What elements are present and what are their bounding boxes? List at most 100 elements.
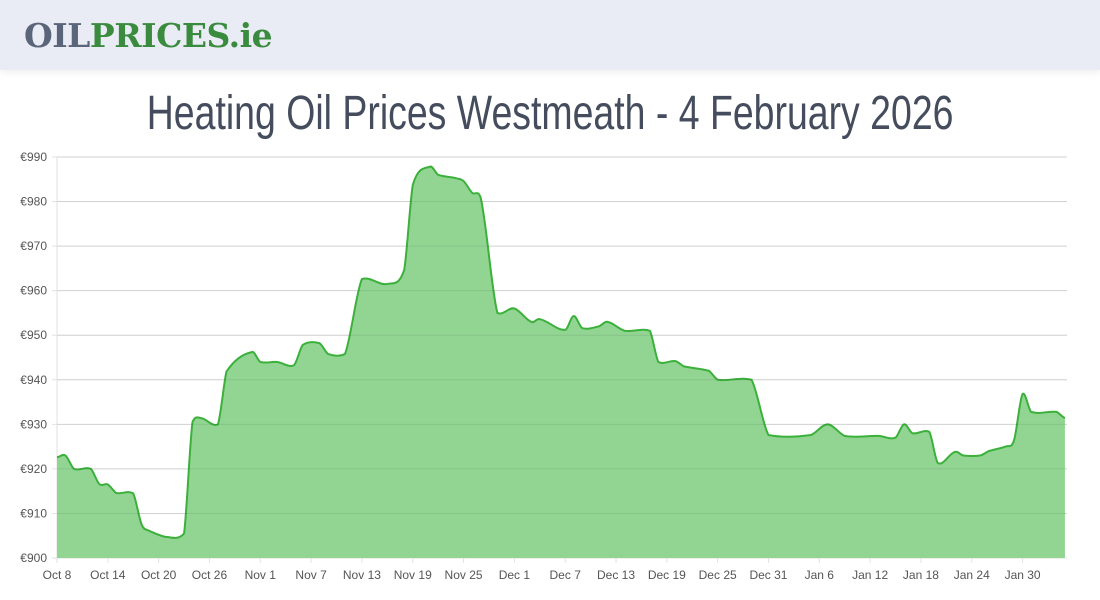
data-point[interactable] <box>95 480 103 488</box>
site-header: OILPRICES.ie <box>0 0 1100 70</box>
data-point[interactable] <box>248 348 256 356</box>
data-point[interactable] <box>197 414 205 422</box>
data-point[interactable] <box>61 452 69 460</box>
data-point[interactable] <box>358 275 366 283</box>
data-point[interactable] <box>510 304 518 312</box>
data-point[interactable] <box>426 163 434 171</box>
data-point[interactable] <box>290 361 298 369</box>
data-point[interactable] <box>104 480 112 488</box>
data-point[interactable] <box>714 376 722 384</box>
y-tick-label: €960 <box>20 284 47 298</box>
y-axis-ticks: €900 €910 €920 €930 €940 €950 €960 €970 €980 €990 <box>20 150 47 565</box>
data-point[interactable] <box>1002 443 1010 451</box>
data-point[interactable] <box>180 529 188 537</box>
data-point[interactable] <box>748 376 756 384</box>
data-point[interactable] <box>214 420 222 428</box>
data-point[interactable] <box>222 368 230 376</box>
price-area <box>57 166 1065 558</box>
x-tick-label: Oct 26 <box>192 568 228 582</box>
x-tick-label: Jan 18 <box>903 568 939 582</box>
data-point[interactable] <box>680 362 688 370</box>
data-point[interactable] <box>841 432 849 440</box>
data-point[interactable] <box>409 181 417 189</box>
data-point[interactable] <box>570 312 578 320</box>
data-point[interactable] <box>646 327 654 335</box>
data-point[interactable] <box>53 453 61 461</box>
data-point[interactable] <box>705 367 713 375</box>
data-points <box>53 156 1069 541</box>
data-point[interactable] <box>146 527 154 535</box>
site-logo[interactable]: OILPRICES.ie <box>24 16 273 55</box>
data-point[interactable] <box>1061 414 1069 422</box>
data-point[interactable] <box>273 358 281 366</box>
x-tick-label: Dec 25 <box>699 568 737 582</box>
data-point[interactable] <box>527 318 535 326</box>
x-tick-label: Jan 6 <box>805 568 835 582</box>
data-point[interactable] <box>985 447 993 455</box>
x-tick-label: Nov 19 <box>394 568 432 582</box>
x-tick-label: Jan 30 <box>1005 568 1041 582</box>
data-point[interactable] <box>934 459 942 467</box>
data-point[interactable] <box>87 465 95 473</box>
data-point[interactable] <box>561 326 569 334</box>
data-point[interactable] <box>976 452 984 460</box>
x-tick-label: Dec 13 <box>597 568 635 582</box>
data-point[interactable] <box>671 357 679 365</box>
data-point[interactable] <box>807 431 815 439</box>
data-point[interactable] <box>256 358 264 366</box>
data-point[interactable] <box>951 448 959 456</box>
data-point[interactable] <box>324 350 332 358</box>
data-point[interactable] <box>451 174 459 182</box>
y-tick-label: €910 <box>20 506 47 520</box>
y-tick-label: €920 <box>20 462 47 476</box>
data-point[interactable] <box>299 341 307 349</box>
data-point[interactable] <box>1052 408 1060 416</box>
page-title-wrap: Heating Oil Prices Westmeath - 4 Februar… <box>0 86 1100 141</box>
y-tick-label: €930 <box>20 417 47 431</box>
data-point[interactable] <box>70 465 78 473</box>
data-point[interactable] <box>434 171 442 179</box>
data-point[interactable] <box>383 280 391 288</box>
data-point[interactable] <box>316 339 324 347</box>
x-tick-label: Jan 24 <box>954 568 990 582</box>
data-point[interactable] <box>112 489 120 497</box>
data-point[interactable] <box>620 327 628 335</box>
y-tick-label: €990 <box>20 150 47 164</box>
data-point[interactable] <box>959 452 967 460</box>
data-point[interactable] <box>1027 408 1035 416</box>
logo-oil: OIL <box>24 16 90 55</box>
data-point[interactable] <box>536 315 544 323</box>
data-point[interactable] <box>1010 436 1018 444</box>
data-point[interactable] <box>163 533 171 541</box>
x-axis-ticks: Oct 8 Oct 14 Oct 20 Oct 26 Nov 1 Nov 7 Nov 13 N… <box>43 568 1041 582</box>
data-point[interactable] <box>129 489 137 497</box>
y-tick-label: €970 <box>20 239 47 253</box>
data-point[interactable] <box>138 521 146 529</box>
data-point[interactable] <box>189 418 197 426</box>
data-point[interactable] <box>764 431 772 439</box>
data-point[interactable] <box>824 420 832 428</box>
data-point[interactable] <box>654 358 662 366</box>
data-point[interactable] <box>925 428 933 436</box>
data-point[interactable] <box>595 322 603 330</box>
x-tick-label: Nov 13 <box>343 568 381 582</box>
x-tick-label: Dec 1 <box>499 568 531 582</box>
logo-prices: PRICES.ie <box>89 16 273 55</box>
y-tick-label: €950 <box>20 328 47 342</box>
data-point[interactable] <box>908 429 916 437</box>
x-tick-label: Nov 25 <box>445 568 483 582</box>
data-point[interactable] <box>604 318 612 326</box>
data-point[interactable] <box>341 350 349 358</box>
data-point[interactable] <box>460 177 468 185</box>
data-point[interactable] <box>477 193 485 201</box>
data-point[interactable] <box>578 324 586 332</box>
data-point[interactable] <box>468 189 476 197</box>
data-point[interactable] <box>875 432 883 440</box>
data-point[interactable] <box>900 420 908 428</box>
x-tick-label: Jan 12 <box>852 568 888 582</box>
data-point[interactable] <box>892 434 900 442</box>
data-point[interactable] <box>493 309 501 317</box>
data-point[interactable] <box>400 266 408 274</box>
data-point[interactable] <box>1019 390 1027 398</box>
